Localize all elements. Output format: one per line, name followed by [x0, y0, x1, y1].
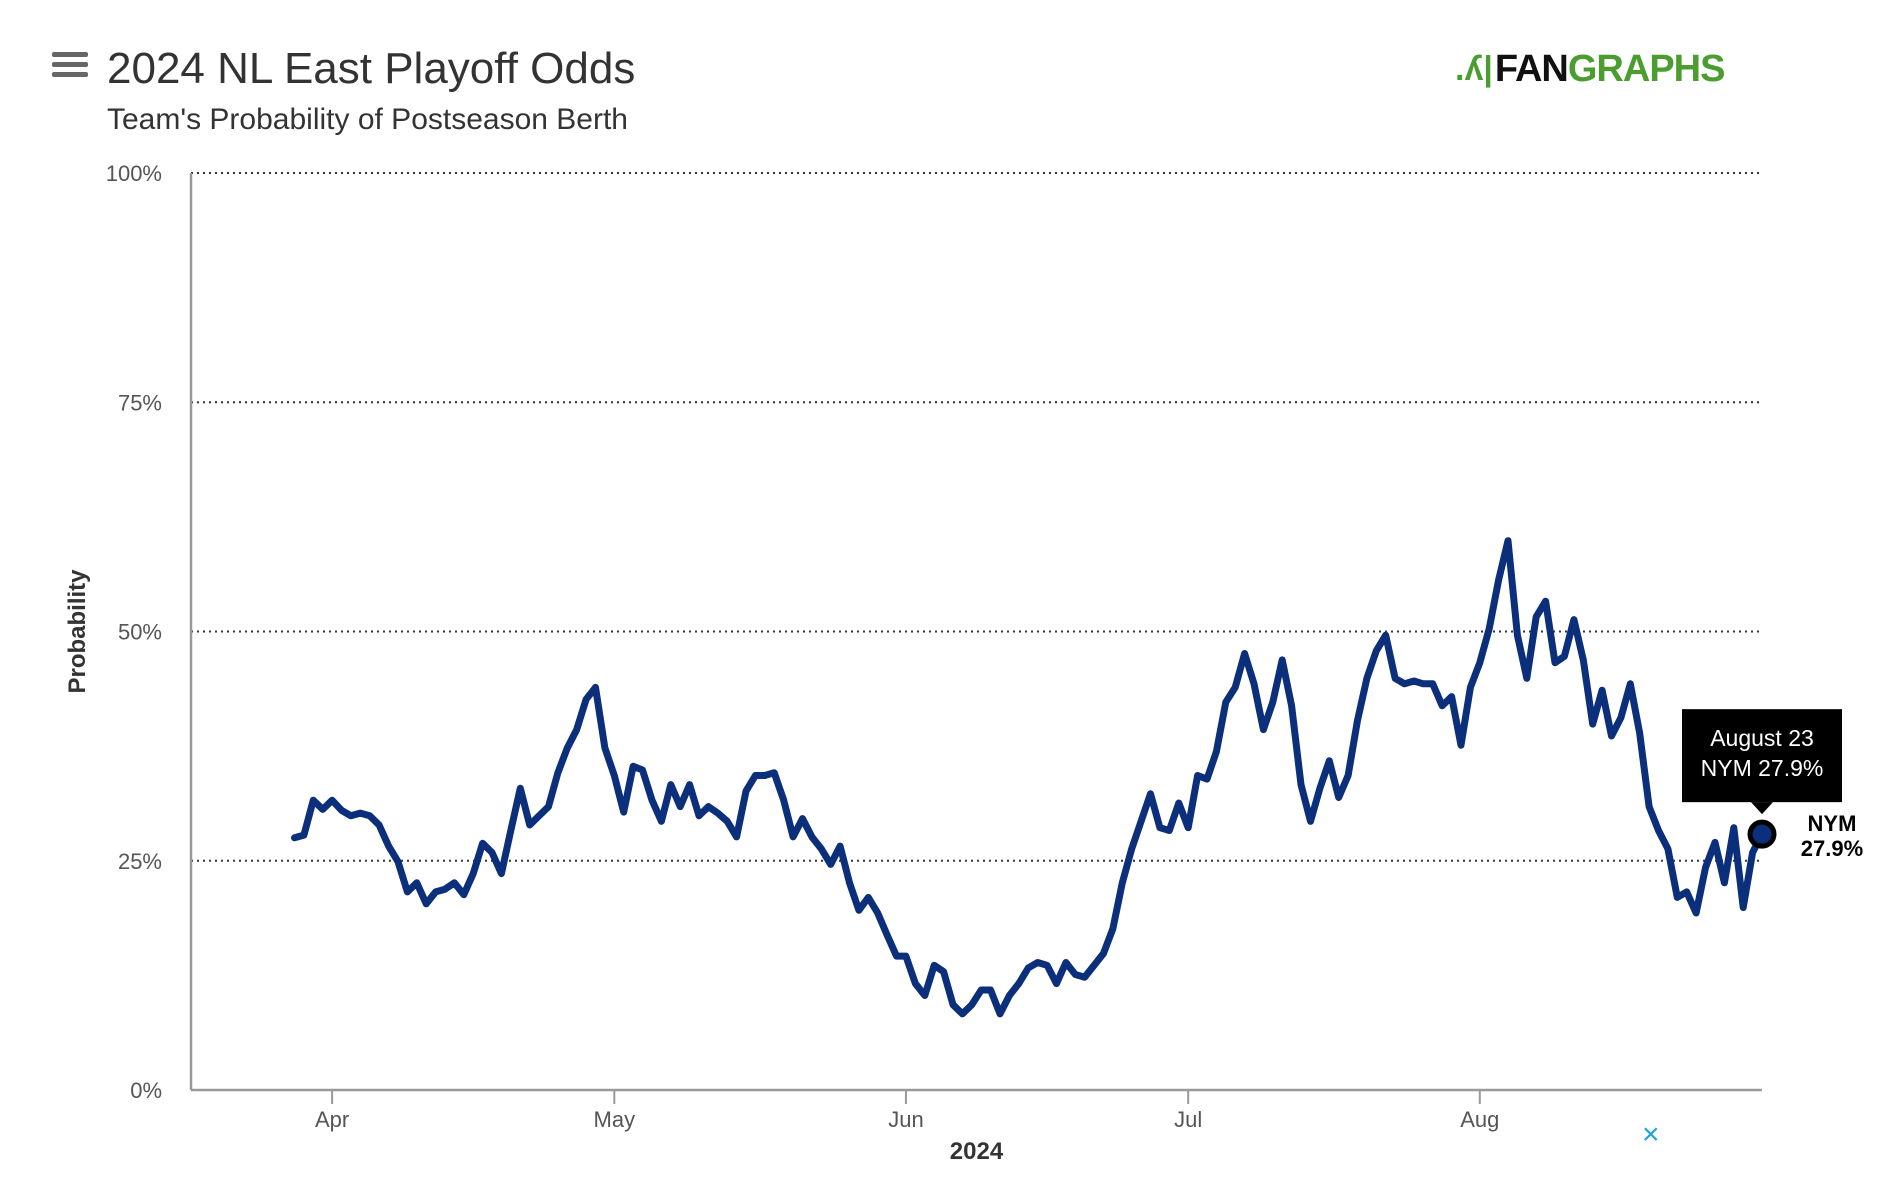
y-tick-label: 75%	[118, 390, 162, 415]
hamburger-menu-icon[interactable]	[52, 52, 88, 82]
x-tick-label: Jul	[1174, 1107, 1202, 1132]
y-tick-label: 25%	[118, 849, 162, 874]
x-tick-label: Aug	[1460, 1107, 1499, 1132]
logo-text: FANGRAPHS	[1494, 47, 1726, 91]
close-icon[interactable]: ×	[1642, 1118, 1660, 1151]
x-tick-label: Apr	[315, 1107, 349, 1132]
logo-text-graphs: GRAPHS	[1567, 47, 1726, 90]
x-tick-label: Jun	[888, 1107, 923, 1132]
tooltip-box	[1682, 709, 1842, 803]
logo-text-fan: FAN	[1494, 47, 1569, 90]
x-tick-label: May	[594, 1107, 636, 1132]
y-tick-label: 50%	[118, 620, 162, 645]
y-tick-label: 0%	[130, 1078, 162, 1103]
tooltip-date: August 23	[1710, 725, 1814, 751]
series-line-nym[interactable]	[291, 537, 1766, 1018]
x-axis-title: 2024	[950, 1138, 1004, 1165]
tooltip-value: NYM 27.9%	[1701, 755, 1824, 781]
batter-icon: .ʎ|	[1455, 49, 1493, 88]
chart-subtitle: Team's Probability of Postseason Berth	[107, 103, 628, 136]
fangraphs-logo[interactable]: .ʎ| FANGRAPHS	[1455, 44, 1726, 94]
y-tick-label: 100%	[106, 161, 162, 186]
y-axis-title: Probability	[64, 569, 91, 694]
chart-title: 2024 NL East Playoff Odds	[107, 44, 636, 93]
end-label-value: 27.9%	[1801, 836, 1863, 861]
series-end-point[interactable]	[1747, 819, 1777, 849]
end-label-series-name: NYM	[1808, 811, 1857, 836]
tooltip-pointer	[1751, 802, 1773, 815]
